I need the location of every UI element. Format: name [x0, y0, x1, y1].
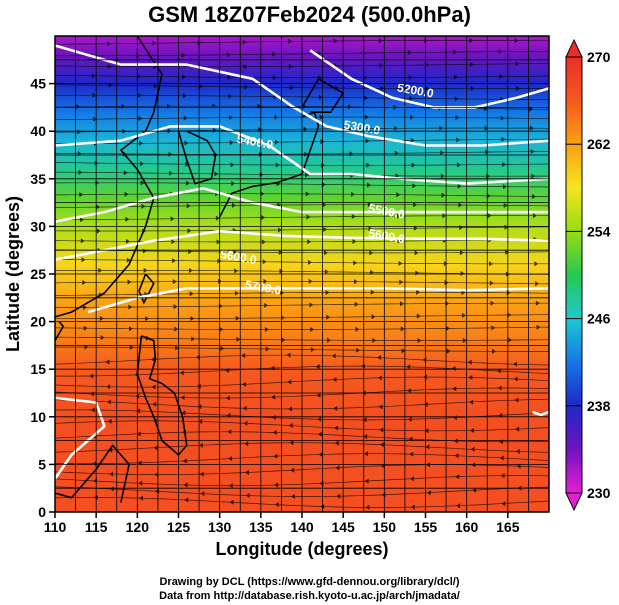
colorbar-tick-label: 270 — [587, 49, 611, 65]
contour-label: 5400.0 — [236, 132, 275, 152]
colorbar — [565, 56, 583, 494]
y-tick-label: 15 — [30, 361, 46, 377]
coastline-segment — [55, 321, 65, 342]
coastline-segment — [138, 273, 155, 305]
y-tick-label: 45 — [30, 76, 46, 92]
colorbar-tick-label: 230 — [587, 485, 611, 501]
x-tick-label: 130 — [208, 519, 232, 535]
contour-label: 5600.0 — [219, 247, 258, 267]
y-tick-label: 20 — [30, 314, 46, 330]
colorbar-tick-label: 254 — [587, 223, 611, 239]
colorbar-top-arrow — [565, 38, 583, 58]
contour-line — [55, 229, 549, 261]
x-tick-label: 110 — [44, 519, 67, 535]
contour-line — [532, 410, 549, 417]
y-tick-label: 35 — [30, 171, 46, 187]
credit-drawing: Drawing by DCL (https://www.gfd-dennou.o… — [159, 576, 460, 588]
contour-label: 5300.0 — [343, 118, 382, 138]
y-tick-label: 0 — [38, 504, 46, 520]
x-tick-label: 125 — [167, 519, 191, 535]
contour-line — [55, 125, 549, 185]
contour-label: 5700.0 — [244, 277, 283, 297]
y-tick-label: 25 — [30, 266, 46, 282]
credit-data: Data from http://database.rish.kyoto-u.a… — [159, 590, 460, 602]
colorbar-tick-label: 262 — [587, 136, 611, 152]
y-tick-label: 10 — [30, 409, 46, 425]
x-tick-label: 135 — [249, 519, 273, 535]
x-tick-label: 165 — [496, 519, 520, 535]
x-tick-label: 145 — [331, 519, 355, 535]
contour-line — [87, 287, 549, 314]
x-tick-label: 160 — [455, 519, 479, 535]
x-tick-label: 115 — [85, 519, 108, 535]
coastline-segment — [136, 335, 188, 457]
contour-line — [55, 396, 106, 480]
y-axis-label: Latitude (degrees) — [3, 196, 23, 352]
y-tick-label: 40 — [30, 123, 46, 139]
contour-line — [55, 187, 549, 223]
y-tick-label: 5 — [38, 456, 46, 472]
colorbar-tick-label: 238 — [587, 398, 611, 414]
colorbar-tick-label: 246 — [587, 311, 611, 327]
coastline-segment — [55, 36, 163, 318]
x-tick-label: 150 — [373, 519, 397, 535]
contour-label: 5500.0 — [367, 201, 406, 221]
x-tick-label: 120 — [126, 519, 150, 535]
contour-label: 5600.0 — [367, 226, 406, 246]
x-axis-label: Longitude (degrees) — [215, 539, 388, 559]
colorbar-bottom-arrow — [565, 492, 583, 512]
x-tick-label: 140 — [290, 519, 314, 535]
height-contours — [55, 44, 549, 480]
contour-line — [55, 44, 549, 147]
chart-title: GSM 18Z07Feb2024 (500.0hPa) — [148, 2, 471, 27]
grid — [55, 36, 549, 512]
y-tick-label: 30 — [30, 218, 46, 234]
coastline-segment — [55, 444, 130, 503]
x-tick-label: 155 — [414, 519, 438, 535]
